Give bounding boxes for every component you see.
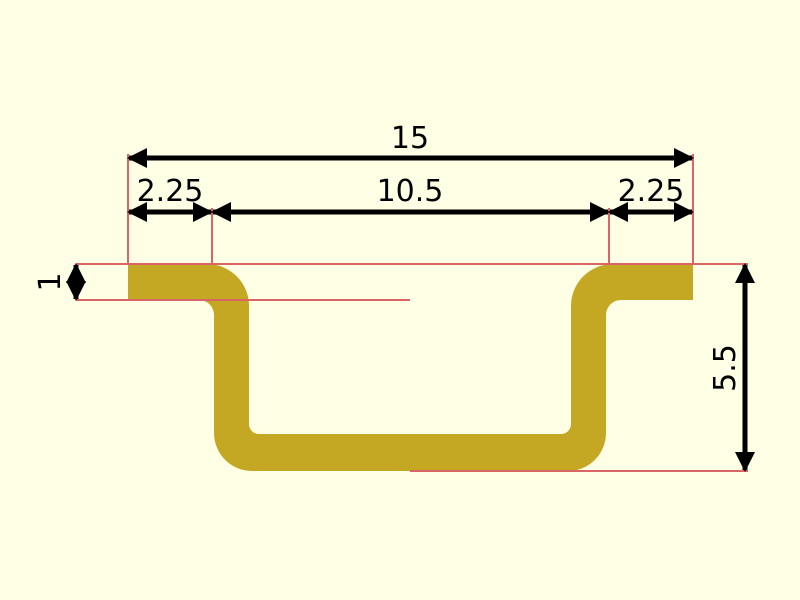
label-thickness: 1 bbox=[33, 272, 68, 291]
label-inner-width: 10.5 bbox=[377, 174, 444, 209]
label-depth: 5.5 bbox=[708, 344, 743, 392]
label-overall-width: 15 bbox=[391, 121, 429, 156]
rail-profile bbox=[128, 264, 693, 471]
extension-lines bbox=[76, 154, 748, 472]
label-left-flange: 2.25 bbox=[137, 174, 204, 209]
label-right-flange: 2.25 bbox=[618, 174, 685, 209]
dimension-lines bbox=[66, 148, 755, 473]
